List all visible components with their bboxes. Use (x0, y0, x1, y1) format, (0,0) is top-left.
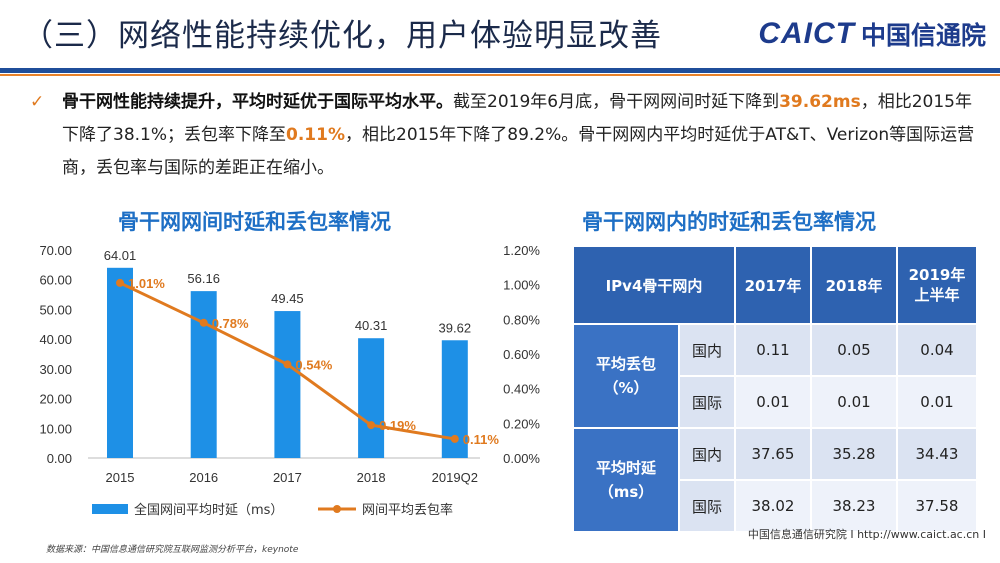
loss-rate-label: 0.11% (463, 432, 500, 447)
y-left-tick-label: 0.00 (47, 451, 72, 466)
table-cell: 37.65 (734, 427, 812, 481)
y-left-tick-label: 10.00 (39, 421, 72, 436)
table-cell: 34.43 (896, 427, 978, 481)
legend-line-marker (333, 505, 341, 513)
page-title: （三）网络性能持续优化，用户体验明显改善 (22, 18, 662, 54)
summary-lead: 骨干网性能持续提升，平均时延优于国际平均水平。 (62, 92, 453, 112)
loss-rate-label: 0.19% (379, 418, 416, 433)
x-tick-label: 2016 (189, 470, 218, 485)
latency-bar (274, 311, 301, 458)
table-cell: 38.23 (810, 479, 898, 533)
sub-label-domestic: 国内 (678, 427, 736, 481)
loss-highlight: 0.11% (286, 125, 345, 145)
loss-rate-label: 1.01% (128, 276, 165, 291)
table-cell: 37.58 (896, 479, 978, 533)
bar-value-label: 56.16 (187, 271, 220, 286)
loss-rate-point (283, 360, 292, 369)
x-tick-label: 2019Q2 (432, 470, 478, 485)
year-header-2019h1: 2019年 上半年 (896, 245, 978, 325)
y-left-tick-label: 40.00 (39, 332, 72, 347)
loss-rate-label: 0.54% (295, 357, 332, 372)
y-left-tick-label: 30.00 (39, 362, 72, 377)
loss-rate-point (450, 434, 459, 443)
header: （三）网络性能持续优化，用户体验明显改善 CAICT 中国信通院 (0, 0, 1000, 70)
table-cell: 0.04 (896, 323, 978, 377)
backbone-table: IPv4骨干网内 2017年 2018年 2019年 上半年 平均丢包 （%） … (572, 245, 978, 533)
y-left-tick-label: 20.00 (39, 392, 72, 407)
latency-loss-chart: 0.00 10.00 20.00 30.00 40.00 50.00 60.00 70.00 0… (39, 243, 540, 518)
table-header-row: IPv4骨干网内 2017年 2018年 2019年 上半年 (572, 245, 978, 325)
chart-title: 骨干网网间时延和丢包率情况 (118, 210, 391, 234)
y-right-tick-label: 1.20% (503, 243, 540, 258)
footer-source: 数据来源：中国信息通信研究院互联网监测分析平台，keynote (46, 545, 299, 555)
y-left-tick-label: 60.00 (39, 273, 72, 288)
latency-bar (107, 267, 133, 458)
summary-text-1: 截至2019年6月底，骨干网网间时延下降到 (453, 92, 780, 112)
bar-value-label: 64.01 (104, 248, 137, 263)
y-right-tick-label: 0.20% (503, 416, 540, 431)
bar-value-label: 49.45 (271, 291, 304, 306)
legend-line-label: 网间平均丢包率 (362, 502, 453, 518)
table-row: 国际 0.01 0.01 0.01 (573, 375, 978, 429)
x-tick-label: 2017 (273, 470, 302, 485)
table-cell: 0.11 (734, 323, 812, 377)
loss-rate-point (116, 278, 124, 287)
loss-rate-point (199, 318, 208, 327)
table-corner-header: IPv4骨干网内 (572, 245, 736, 325)
table-cell: 38.02 (734, 479, 812, 533)
year-header-2017: 2017年 (734, 245, 812, 325)
sub-label-domestic: 国内 (678, 323, 736, 377)
group-label-loss: 平均丢包 （%） (572, 323, 680, 429)
sub-label-international: 国际 (678, 375, 736, 429)
group-label-latency: 平均时延 （ms） (572, 427, 680, 533)
sub-label-international: 国际 (678, 479, 736, 533)
logo-text-en: CAICT (758, 17, 855, 50)
bar-value-label: 39.62 (439, 320, 472, 335)
y-right-tick-label: 0.60% (503, 347, 540, 362)
y-right-tick-label: 0.00% (503, 451, 540, 466)
loss-rate-label: 0.78% (212, 316, 249, 331)
y-right-tick-label: 0.40% (503, 382, 540, 397)
header-divider-orange (0, 74, 1000, 76)
header-divider-blue (0, 68, 1000, 73)
x-tick-label: 2018 (357, 470, 386, 485)
logo-text-cn: 中国信通院 (860, 21, 986, 50)
table-title: 骨干网网内的时延和丢包率情况 (582, 210, 876, 234)
year-header-2018: 2018年 (810, 245, 898, 325)
bar-value-label: 40.31 (355, 318, 388, 333)
y-left-tick-label: 50.00 (39, 302, 72, 317)
checkmark-icon: ✓ (30, 92, 45, 112)
table-row: 平均时延 （ms） 国内 37.65 35.28 34.43 (572, 427, 978, 533)
y-right-tick-label: 0.80% (503, 312, 540, 327)
caict-logo: CAICT 中国信通院 (758, 16, 986, 52)
loss-rate-point (367, 421, 376, 430)
latency-highlight: 39.62ms (779, 92, 861, 112)
table-cell: 0.01 (810, 375, 898, 429)
summary-paragraph: ✓ 骨干网性能持续提升，平均时延优于国际平均水平。截至2019年6月底，骨干网网… (30, 86, 975, 185)
footer-website: 中国信息通信研究院 I http://www.caict.ac.cn I (747, 528, 986, 541)
latency-bar (358, 338, 385, 458)
x-tick-label: 2015 (106, 470, 135, 485)
table-cell: 0.01 (896, 375, 978, 429)
summary-text-2: ，相比2015年下降了38.1%；丢包率下降至 (62, 92, 972, 145)
table-cell: 0.05 (810, 323, 898, 377)
summary-text-3: ，相比2015年下降了89.2%。骨干网网内平均时延优于AT&T、Verizon… (62, 125, 975, 178)
y-right-tick-label: 1.00% (503, 278, 540, 293)
legend-bar-label: 全国网间平均时延（ms） (134, 502, 283, 518)
table-cell: 35.28 (810, 427, 898, 481)
table-row: 平均丢包 （%） 国内 0.11 0.05 0.04 (572, 323, 978, 429)
table-cell: 0.01 (734, 375, 812, 429)
table-row: 国际 38.02 38.23 37.58 (573, 479, 978, 533)
y-left-tick-label: 70.00 (39, 243, 72, 258)
legend-bar-swatch (92, 504, 128, 514)
